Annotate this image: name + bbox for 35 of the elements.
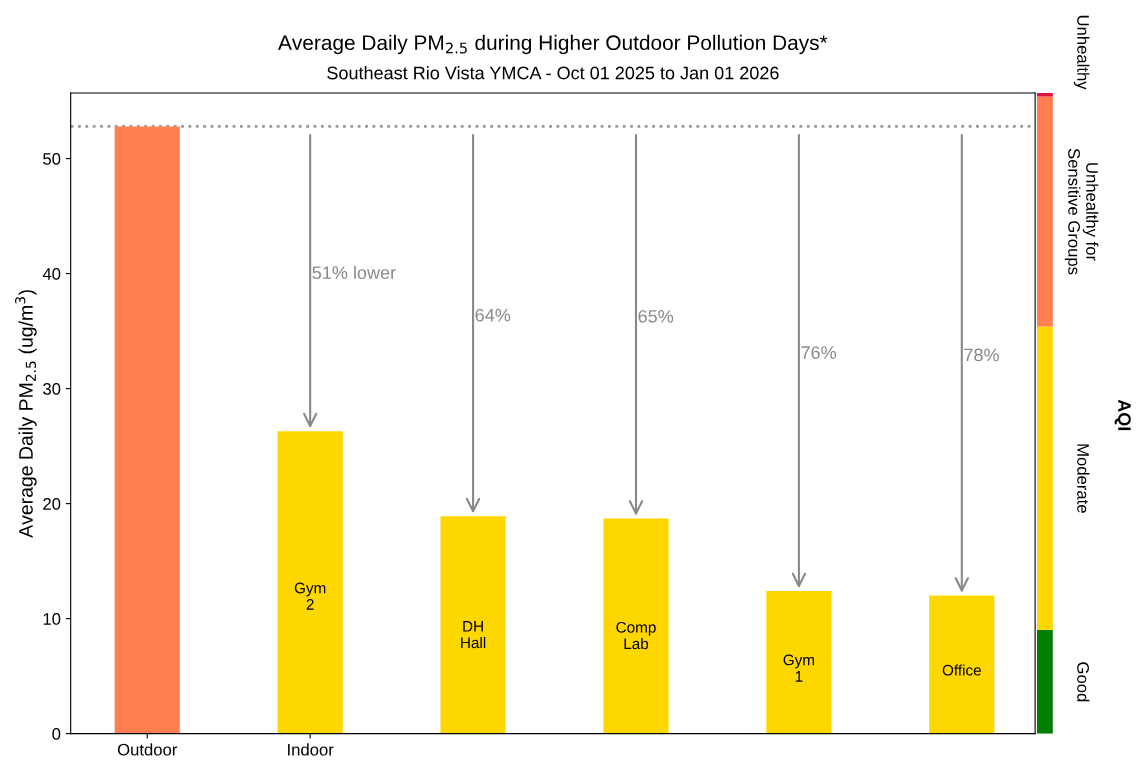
- data-label: Comp Lab: [616, 621, 656, 650]
- annotation: 65%: [638, 309, 674, 323]
- bar: [1036, 326, 1053, 631]
- y-tick-label: 50: [43, 153, 61, 165]
- data-label: Gym 1: [783, 654, 815, 682]
- data-label: DH Hall: [461, 621, 486, 649]
- bar: [114, 126, 180, 734]
- bar: [1036, 96, 1053, 327]
- annotation: 76%: [801, 346, 837, 359]
- bar: [440, 516, 506, 734]
- text: Unhealthy for Sensitive Groups: [1064, 148, 1099, 275]
- text: Good: [1077, 662, 1090, 702]
- y-axis-title: Average Daily PM$_{2.5}$ (ug/m$^{3}$): [15, 290, 37, 538]
- chart-title: Average Daily PM$_{2.5}$ during Higher Outdoor Pollution Days*: [278, 34, 828, 55]
- y-tick-label: 20: [43, 498, 61, 510]
- y-tick-label: 0: [52, 728, 61, 740]
- text: AQI: [1114, 399, 1131, 431]
- text: Moderate: [1077, 444, 1090, 513]
- annotation: 51% lower: [312, 265, 396, 280]
- data-label: Office: [942, 664, 981, 676]
- bar: [1036, 630, 1053, 734]
- annotation: 64%: [475, 308, 511, 322]
- bar: [929, 595, 995, 734]
- y-tick-label: 10: [43, 613, 61, 625]
- bar: [766, 591, 832, 734]
- y-tick-label: 40: [42, 268, 61, 280]
- chart-subtitle: Southeast Rio Vista YMCA - Oct 01 2025 to Jan 01 2026: [327, 66, 779, 80]
- text: Unhealthy: [1073, 15, 1090, 90]
- bar: [277, 431, 343, 734]
- bar: [603, 518, 669, 734]
- annotation: 78%: [964, 348, 999, 362]
- x-tick-label: Outdoor: [117, 743, 178, 756]
- y-tick-label: 30: [43, 383, 61, 395]
- data-label: Gym 2: [294, 582, 326, 610]
- x-tick-label: Indoor: [288, 743, 334, 756]
